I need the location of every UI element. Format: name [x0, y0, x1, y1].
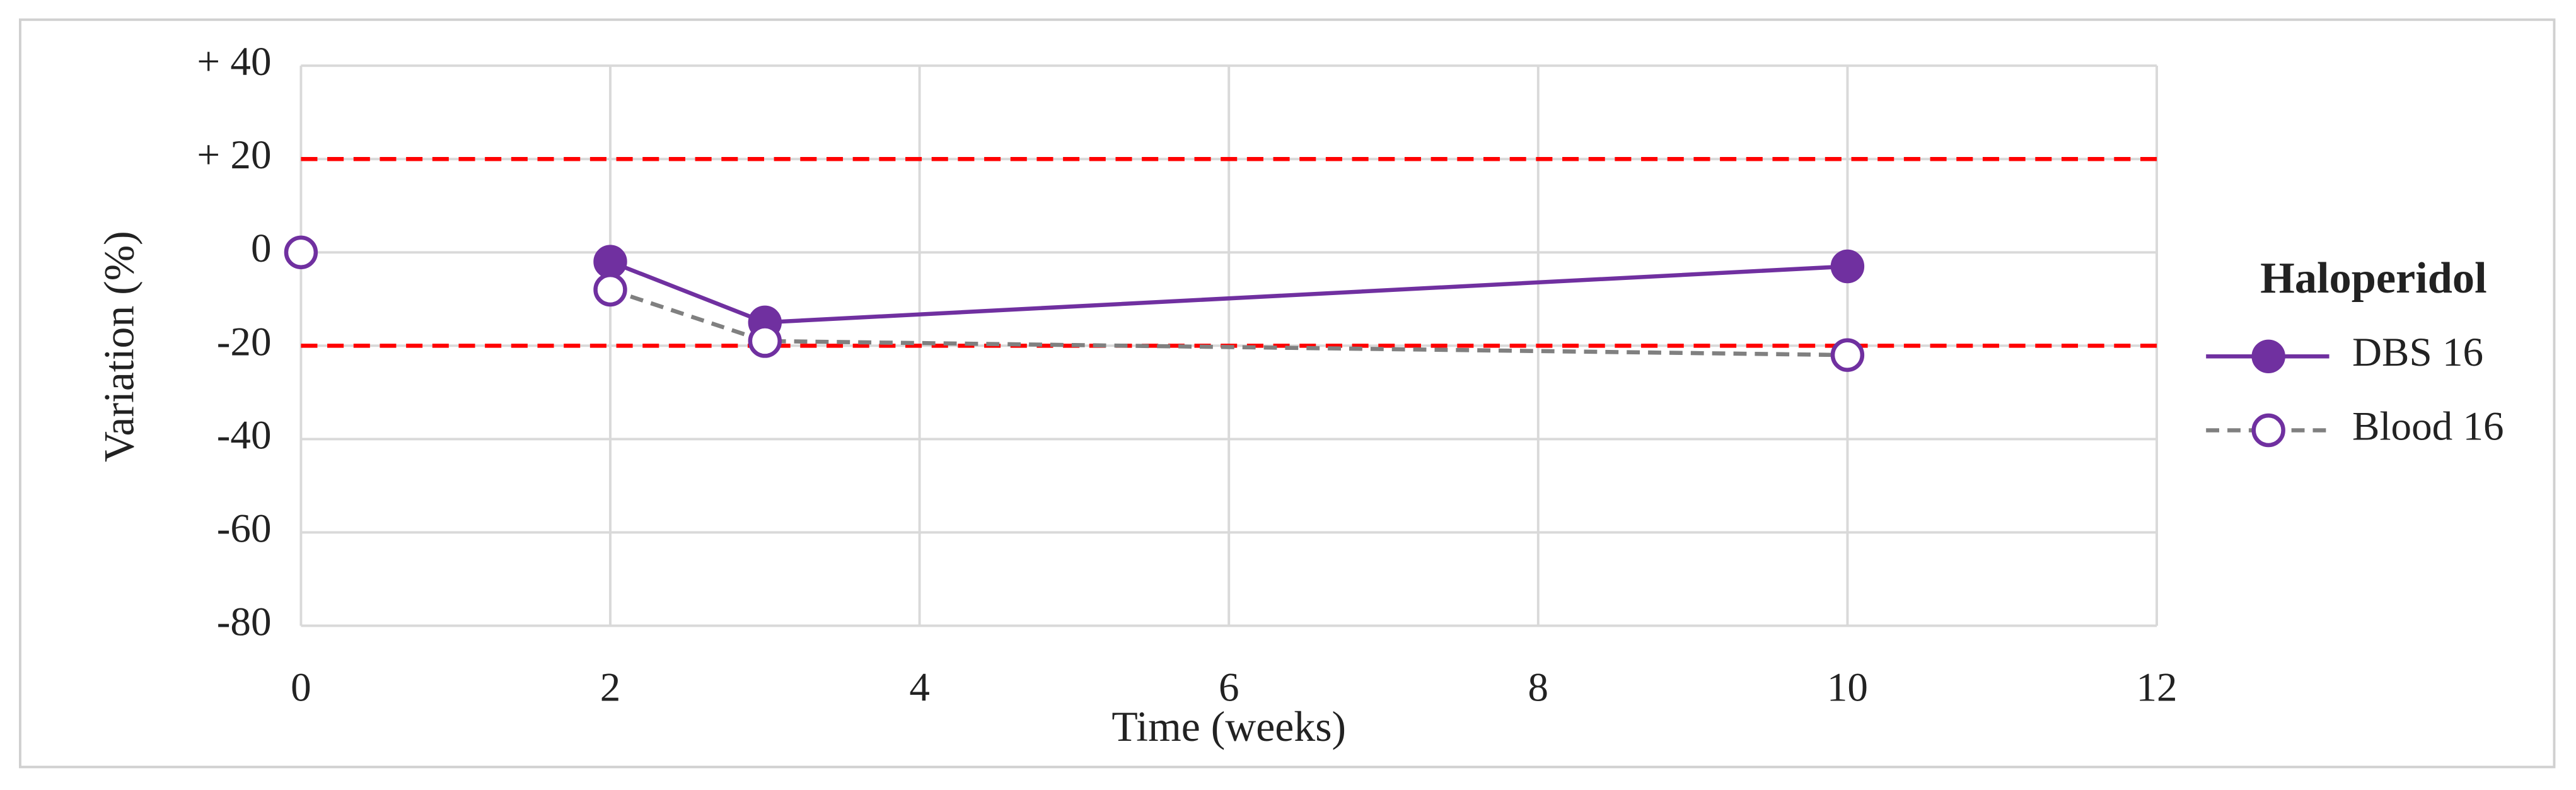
x-tick-label: 10	[1827, 665, 1868, 711]
y-axis-label: Variation (%)	[96, 231, 143, 462]
legend-marker	[2251, 339, 2285, 373]
legend-title: Haloperidol	[2260, 253, 2486, 303]
legend-label: DBS 16	[2352, 330, 2483, 375]
x-tick-label: 2	[600, 665, 621, 711]
y-tick-label: -80	[217, 599, 272, 644]
data-point	[1830, 249, 1865, 284]
legend-label: Blood 16	[2352, 404, 2504, 449]
y-tick-label: -40	[217, 412, 272, 458]
series-line	[609, 288, 1848, 357]
x-tick-label: 8	[1528, 665, 1549, 711]
data-point	[593, 272, 627, 307]
y-tick-label: 0	[251, 226, 272, 271]
y-tick-label: -60	[217, 506, 272, 551]
x-tick-label: 4	[909, 665, 930, 711]
y-tick-label: -20	[217, 319, 272, 364]
y-tick-label: + 20	[197, 132, 271, 178]
data-point	[1830, 338, 1865, 372]
legend-marker	[2251, 413, 2285, 448]
data-point	[593, 245, 627, 279]
data-point	[284, 235, 318, 270]
x-tick-label: 12	[2136, 665, 2177, 711]
data-point	[748, 324, 782, 358]
y-tick-label: + 40	[197, 39, 271, 84]
x-tick-label: 0	[291, 665, 311, 711]
x-axis-label: Time (weeks)	[1111, 703, 1346, 750]
chart-border	[18, 18, 2556, 769]
x-tick-label: 6	[1219, 665, 1239, 711]
